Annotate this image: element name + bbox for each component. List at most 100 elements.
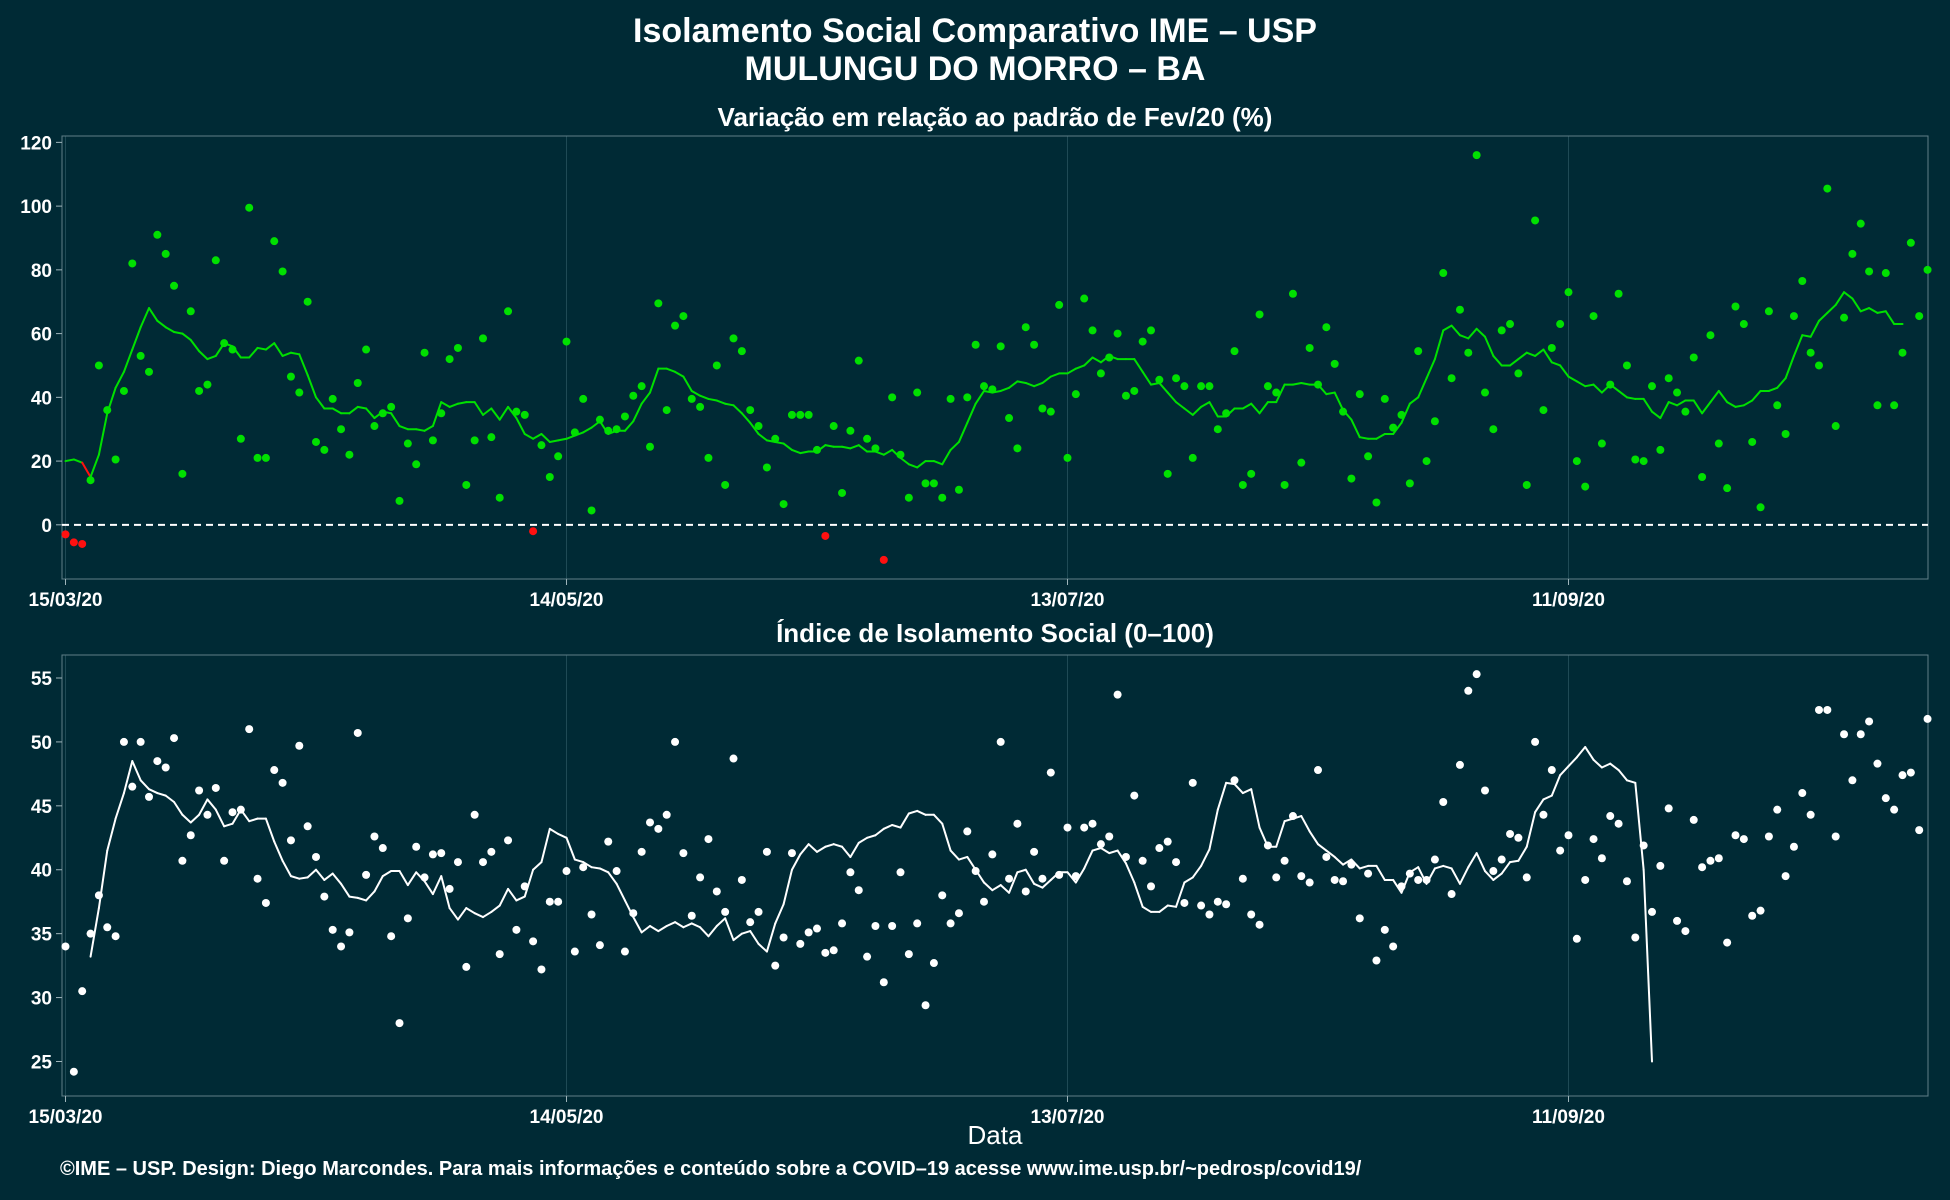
panel2-data-point-170 [1481, 786, 1489, 795]
panel2-data-point-31 [320, 892, 329, 901]
panel1-moving-average-segment [1250, 402, 1261, 415]
panel2-moving-average-segment [1191, 864, 1203, 879]
panel1-moving-average-segment [1692, 399, 1704, 415]
panel1-moving-average-segment [206, 354, 217, 361]
panel2-data-point-137 [1205, 910, 1214, 919]
panel2-moving-average-segment [732, 932, 743, 942]
panel1-data-point-30 [312, 437, 320, 446]
panel1-moving-average-segment [1859, 307, 1871, 313]
panel2-data-point-18 [211, 783, 220, 792]
panel1-data-point-151 [1322, 323, 1331, 332]
panel1-data-point-34 [345, 450, 354, 459]
panel1-data-point-153 [1339, 407, 1348, 416]
panel2-data-point-188 [1631, 933, 1640, 942]
panel1-data-point-39 [387, 402, 396, 411]
panel1-data-point-154 [1347, 474, 1356, 483]
chart-title-line2: MULUNGU DO MORRO – BA [744, 50, 1206, 88]
panel2-data-point-79 [721, 907, 730, 916]
panel2-data-point-44 [428, 850, 437, 859]
panel2-moving-average-segment [1158, 904, 1169, 913]
panel1-moving-average-segment [1826, 303, 1837, 314]
panel1-data-point-11 [153, 230, 162, 239]
panel2-data-point-98 [879, 978, 888, 987]
panel2-data-point-94 [846, 868, 855, 877]
panel2-data-point-218 [1881, 794, 1890, 803]
panel1-data-point-50 [479, 334, 487, 343]
panel1-data-point-136 [1197, 382, 1206, 391]
panel2-data-point-22 [245, 725, 254, 734]
panel1-data-point-109 [971, 340, 980, 349]
panel2-moving-average-segment [264, 817, 276, 843]
panel2-data-point-34 [345, 928, 354, 937]
panel1-data-point-97 [871, 444, 880, 453]
panel1-data-point-164 [1430, 417, 1439, 426]
panel1-data-point-189 [1639, 457, 1648, 466]
panel1-moving-average-segment [89, 453, 100, 479]
panel1-data-point-29 [303, 297, 312, 306]
panel2-data-point-33 [337, 942, 346, 951]
panel2-data-point-136 [1197, 901, 1206, 910]
panel1-data-point-185 [1606, 380, 1615, 389]
panel1-data-point-26 [278, 267, 287, 276]
panel2-data-point-119 [1055, 870, 1064, 879]
panel2-data-point-149 [1305, 878, 1314, 887]
panel1-moving-average-segment [532, 432, 543, 440]
panel2-moving-average-segment [1275, 820, 1286, 848]
panel2-data-point-69 [637, 847, 646, 856]
panel1-moving-average-segment [640, 391, 651, 405]
panel2-moving-average-segment [1600, 762, 1612, 769]
panel2-moving-average-segment [189, 813, 201, 824]
panel1-moving-average-segment [1400, 402, 1411, 424]
panel2-data-point-104 [929, 959, 938, 968]
panel1-moving-average-segment [1559, 364, 1570, 378]
panel1-moving-average-segment [181, 332, 192, 341]
panel1-moving-average-segment [1074, 364, 1086, 370]
panel2-moving-average-segment [674, 921, 685, 929]
panel2-moving-average-segment [857, 836, 869, 844]
panel1-data-point-220 [1898, 348, 1907, 357]
panel1-data-point-87 [787, 410, 796, 419]
panel1-data-point-149 [1305, 343, 1314, 352]
panel2-data-point-194 [1681, 927, 1690, 936]
panel1-data-point-79 [721, 480, 730, 489]
panel1-data-point-103 [921, 479, 930, 488]
panel1-data-point-190 [1648, 382, 1656, 391]
panel2-moving-average-segment [1625, 779, 1637, 784]
panel1-y-tick-label-2: 40 [31, 388, 52, 409]
panel2-data-point-177 [1539, 810, 1548, 819]
panel1-data-point-125 [1105, 353, 1114, 362]
panel2-data-point-80 [729, 754, 738, 763]
panel1-moving-average-segment [674, 370, 685, 378]
panel2-moving-average-segment [1484, 870, 1495, 881]
panel2-data-point-20 [228, 808, 237, 817]
panel2-data-point-205 [1773, 805, 1782, 814]
panel1-moving-average-segment [1358, 436, 1370, 440]
panel1-data-point-166 [1447, 374, 1456, 383]
panel2-moving-average-segment [540, 827, 551, 864]
panel2-moving-average-segment [548, 827, 560, 835]
panel2-data-point-11 [153, 757, 162, 766]
panel1-data-point-3 [86, 476, 95, 485]
panel1-data-point-168 [1464, 348, 1473, 357]
panel2-moving-average-segment [406, 871, 418, 887]
panel1-moving-average-segment [306, 374, 317, 399]
panel1-data-point-95 [854, 356, 863, 365]
panel2-moving-average-segment [507, 887, 518, 902]
panel1-data-point-191 [1656, 445, 1665, 454]
panel1-data-point-19 [220, 339, 229, 348]
panel2-data-point-145 [1272, 873, 1281, 882]
panel1-y-tick-label-4: 80 [31, 261, 52, 282]
panel2-moving-average-segment [899, 812, 910, 829]
panel1-data-point-167 [1455, 305, 1464, 314]
panel1-moving-average-segment [1625, 396, 1637, 400]
panel2-data-point-4 [94, 891, 103, 900]
panel1-data-point-104 [929, 479, 938, 488]
panel1-data-point-156 [1364, 452, 1373, 461]
panel1-data-point-77 [704, 453, 713, 462]
panel2-moving-average-segment [1392, 878, 1403, 894]
panel2-moving-average-segment [1617, 769, 1628, 782]
panel2-moving-average-segment [164, 794, 176, 803]
panel2-moving-average-segment [1175, 881, 1186, 908]
panel2-data-point-142 [1247, 910, 1256, 919]
panel2-data-point-160 [1397, 882, 1406, 891]
